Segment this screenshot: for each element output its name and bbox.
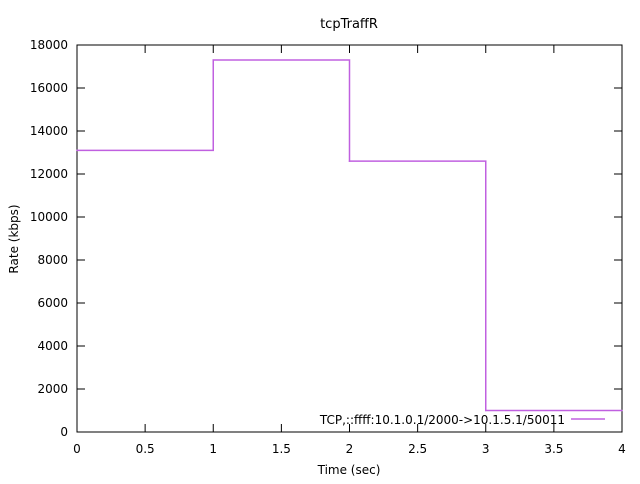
x-tick-label: 1.5 <box>272 442 291 456</box>
y-tick-label: 10000 <box>30 210 68 224</box>
y-tick-label: 16000 <box>30 81 68 95</box>
y-tick-label: 2000 <box>37 382 68 396</box>
series-point <box>212 59 215 61</box>
x-tick-label: 2.5 <box>408 442 427 456</box>
series-point <box>484 409 487 412</box>
y-tick-label: 8000 <box>37 253 68 267</box>
y-tick-label: 0 <box>60 425 68 439</box>
y-tick-label: 18000 <box>30 38 68 52</box>
series-point <box>621 409 623 412</box>
y-tick-label: 14000 <box>30 124 68 138</box>
y-axis-ticks: 0 2000 4000 6000 8000 10000 12000 14000 16000 180… <box>30 38 622 439</box>
x-tick-label: 1 <box>209 442 217 456</box>
y-tick-label: 12000 <box>30 167 68 181</box>
x-tick-label: 0.5 <box>136 442 155 456</box>
legend: TCP,::ffff:10.1.0.1/2000->10.1.5.1/50011 <box>319 413 605 427</box>
x-tick-label: 4 <box>618 442 626 456</box>
chart-title: tcpTraffR <box>320 17 378 32</box>
x-tick-label: 3 <box>482 442 490 456</box>
x-tick-label: 3.5 <box>544 442 563 456</box>
series-line-0 <box>77 59 622 412</box>
y-axis-label: Rate (kbps) <box>7 204 21 273</box>
legend-label: TCP,::ffff:10.1.0.1/2000->10.1.5.1/50011 <box>319 413 565 427</box>
y-tick-label: 4000 <box>37 339 68 353</box>
series-point <box>348 160 351 162</box>
x-tick-label: 2 <box>346 442 354 456</box>
x-tick-label: 0 <box>73 442 81 456</box>
y-tick-label: 6000 <box>37 296 68 310</box>
series-point <box>76 149 78 152</box>
series-layer <box>76 59 623 412</box>
x-axis-label: Time (sec) <box>317 463 381 477</box>
x-axis-ticks: 0 0.5 1 1.5 2 2.5 3 3.5 4 <box>73 45 626 456</box>
